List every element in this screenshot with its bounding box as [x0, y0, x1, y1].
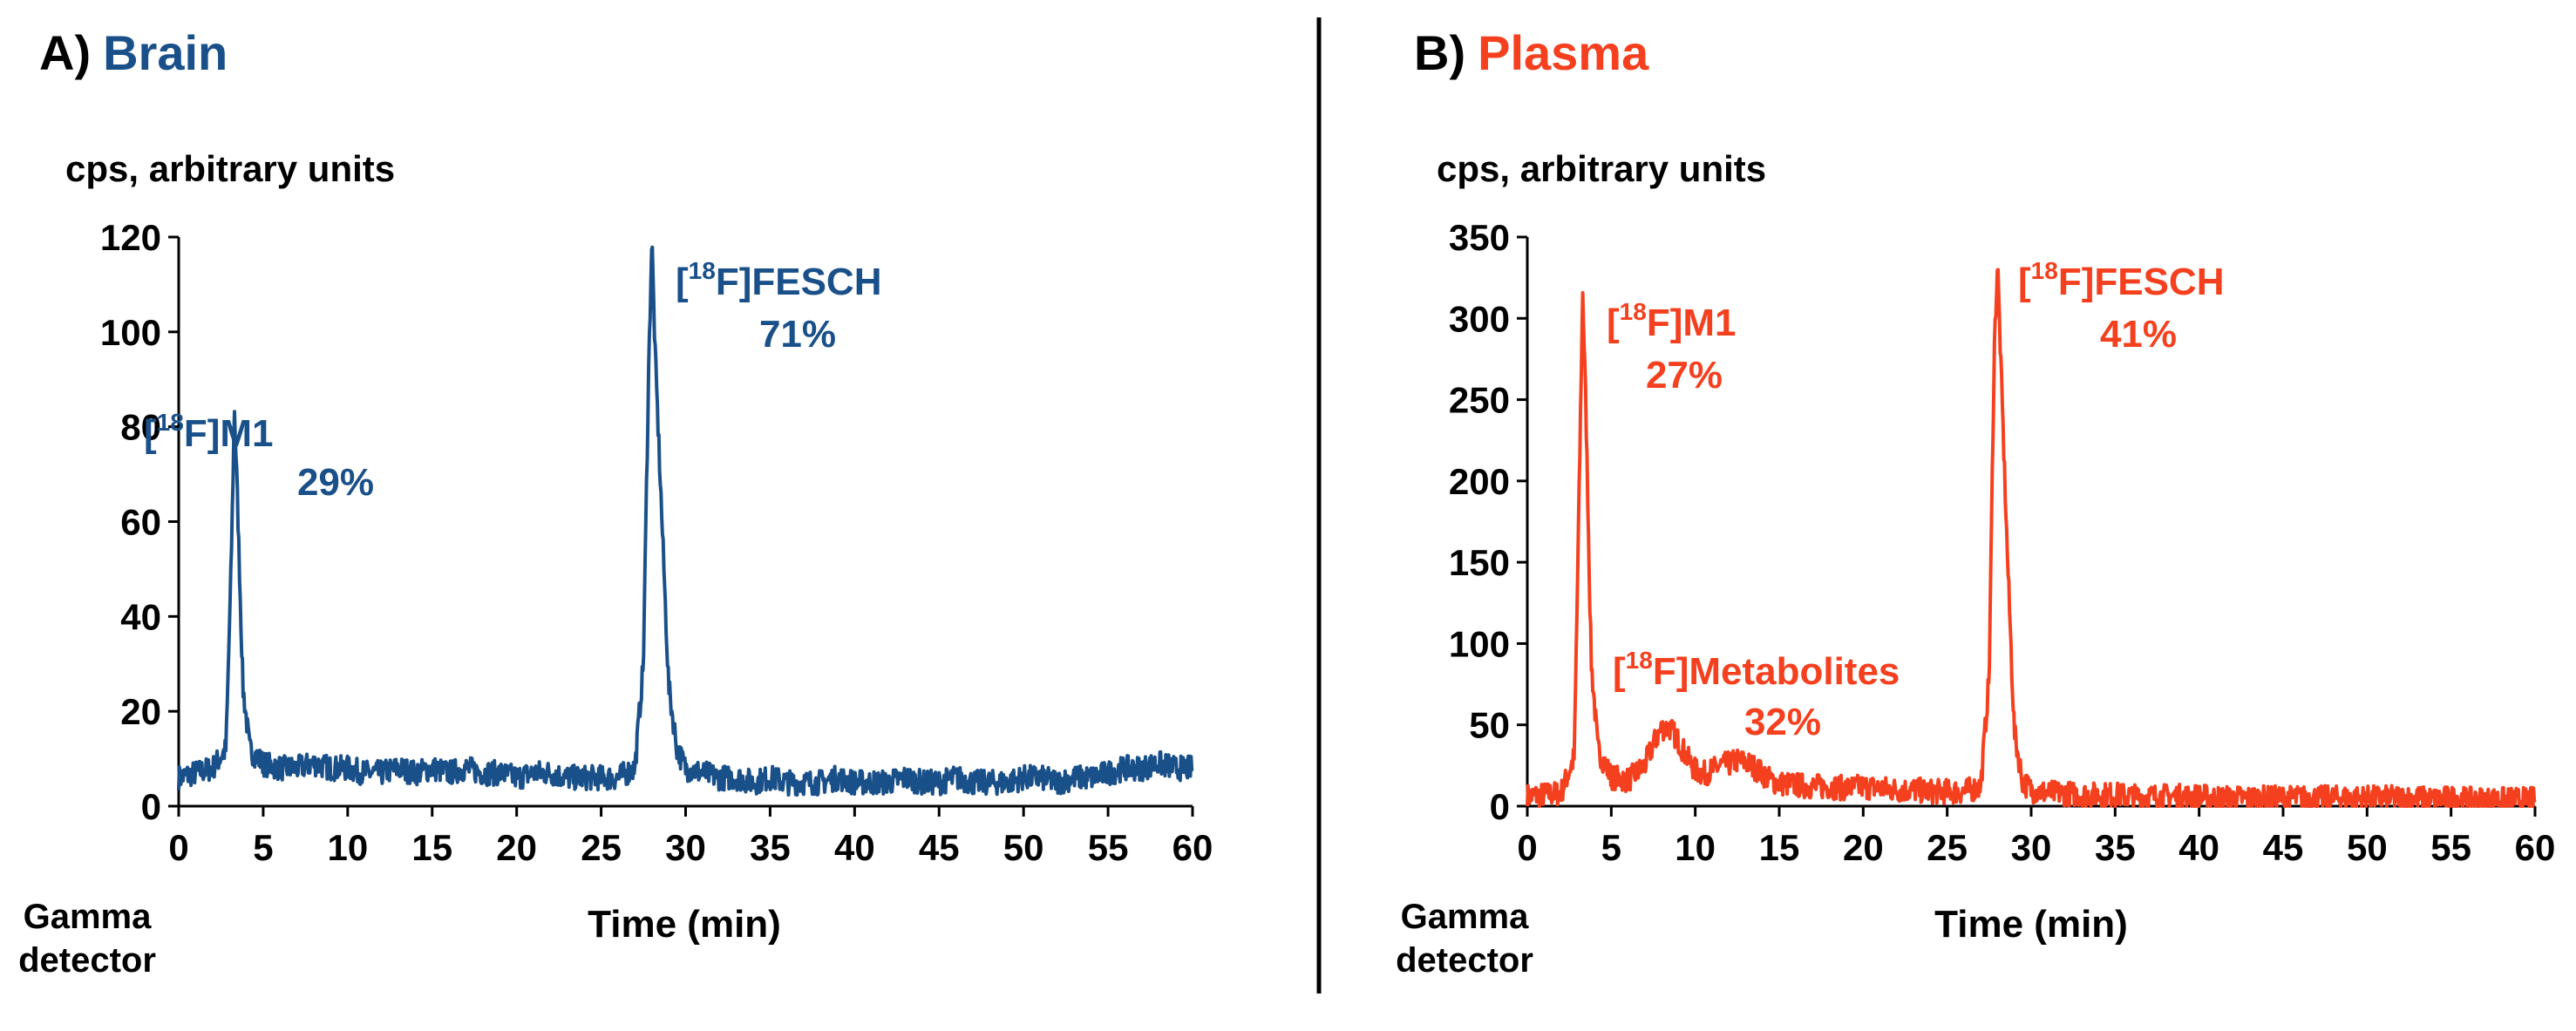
x-tick-label: 55 [2430, 827, 2471, 868]
panel-plasma: B) Plasma cps, arbitrary units Gamma dete… [1396, 25, 2555, 980]
x-tick-label: 5 [1601, 827, 1621, 868]
x-tick-label: 30 [2011, 827, 2052, 868]
peak-percent-m1: 27% [1646, 354, 1723, 397]
peak-percent-m1: 29% [297, 461, 374, 504]
y-tick-label: 40 [120, 596, 161, 637]
x-tick-label: 15 [1759, 827, 1800, 868]
x-tick-label: 15 [411, 827, 452, 868]
peak-label-metabolites: [18F]Metabolites [1613, 647, 1900, 693]
x-tick-label: 25 [581, 827, 622, 868]
panel-letter: B) [1414, 25, 1465, 80]
x-tick-label: 30 [665, 827, 706, 868]
panel-letter: A) [39, 25, 91, 80]
peak-percent-fesch: 71% [759, 313, 836, 356]
x-tick-label: 50 [2347, 827, 2388, 868]
x-tick-label: 35 [2095, 827, 2136, 868]
x-tick-label: 45 [919, 827, 960, 868]
peak-percent-metabolites: 32% [1744, 701, 1821, 743]
x-tick-label: 45 [2263, 827, 2304, 868]
y-axis-label: cps, arbitrary units [1437, 148, 1766, 189]
peak-label-m1-text: [18F]M1 [144, 409, 273, 455]
x-tick-label: 25 [1927, 827, 1968, 868]
chromatogram-trace [177, 245, 1194, 797]
y-tick-label: 150 [1449, 542, 1510, 583]
chromatogram-trace [1526, 268, 2537, 808]
x-tick-label: 40 [2178, 827, 2219, 868]
detector-label-line1: Gamma [1401, 898, 1529, 936]
x-tick-label: 35 [750, 827, 791, 868]
peak-label-m1: [18F]M1 [1607, 298, 1736, 344]
x-tick-label: 20 [496, 827, 537, 868]
x-tick-label: 10 [1675, 827, 1716, 868]
y-tick-label: 50 [1469, 705, 1510, 746]
panel-title: Brain [103, 25, 228, 80]
panel-title: Plasma [1478, 25, 1649, 80]
x-tick-label: 5 [253, 827, 273, 868]
x-axis-label: Time (min) [588, 903, 781, 946]
y-tick-label: 0 [141, 786, 161, 827]
tick-marks: 0 5 10 15 20 25 30 35 40 45 50 55 60 0 20 40 60 80 100 120 [100, 217, 1213, 868]
x-tick-label: 40 [834, 827, 875, 868]
panel-title-b: B) Plasma [1414, 25, 1649, 80]
detector-label-line1: Gamma [24, 898, 152, 936]
y-tick-label: 120 [100, 217, 161, 258]
axes [177, 237, 1193, 808]
x-tick-label: 0 [168, 827, 188, 868]
x-tick-label: 10 [327, 827, 368, 868]
x-tick-label: 55 [1088, 827, 1129, 868]
x-tick-label: 60 [2515, 827, 2556, 868]
x-tick-label: 50 [1003, 827, 1044, 868]
peak-label-fesch: [18F]FESCH [676, 257, 881, 303]
y-tick-label: 100 [100, 312, 161, 353]
peak-label-m1: [18F]M1 [144, 409, 273, 455]
y-axis-label: cps, arbitrary units [65, 148, 395, 189]
y-tick-label: 20 [120, 691, 161, 732]
y-tick-label: 0 [1490, 786, 1510, 827]
panel-title-a: A) Brain [39, 25, 228, 80]
x-axis-label: Time (min) [1934, 903, 2128, 946]
tick-marks: 0 5 10 15 20 25 30 35 40 45 50 55 60 0 50 100 150 200 250 3… [1449, 217, 2555, 868]
y-tick-label: 350 [1449, 217, 1510, 258]
y-tick-label: 200 [1449, 461, 1510, 502]
peak-label-fesch-text: [18F]FESCH [676, 257, 881, 303]
x-tick-label: 0 [1517, 827, 1537, 868]
y-tick-label: 300 [1449, 298, 1510, 339]
peak-label-metabolites-text: [18F]Metabolites [1613, 647, 1900, 693]
y-tick-label: 250 [1449, 380, 1510, 421]
peak-percent-fesch: 41% [2100, 313, 2177, 356]
panel-brain: A) Brain cps, arbitrary units Gamma detec… [18, 25, 1213, 980]
detector-label-line2: detector [18, 941, 156, 980]
x-tick-label: 60 [1172, 827, 1213, 868]
peak-label-fesch: [18F]FESCH [2018, 257, 2224, 303]
peak-label-m1-text: [18F]M1 [1607, 298, 1736, 344]
y-tick-label: 60 [120, 502, 161, 543]
peak-label-fesch-text: [18F]FESCH [2018, 257, 2224, 303]
y-tick-label: 80 [120, 407, 161, 448]
detector-label-line2: detector [1396, 941, 1533, 980]
x-tick-label: 20 [1843, 827, 1884, 868]
y-tick-label: 100 [1449, 623, 1510, 664]
